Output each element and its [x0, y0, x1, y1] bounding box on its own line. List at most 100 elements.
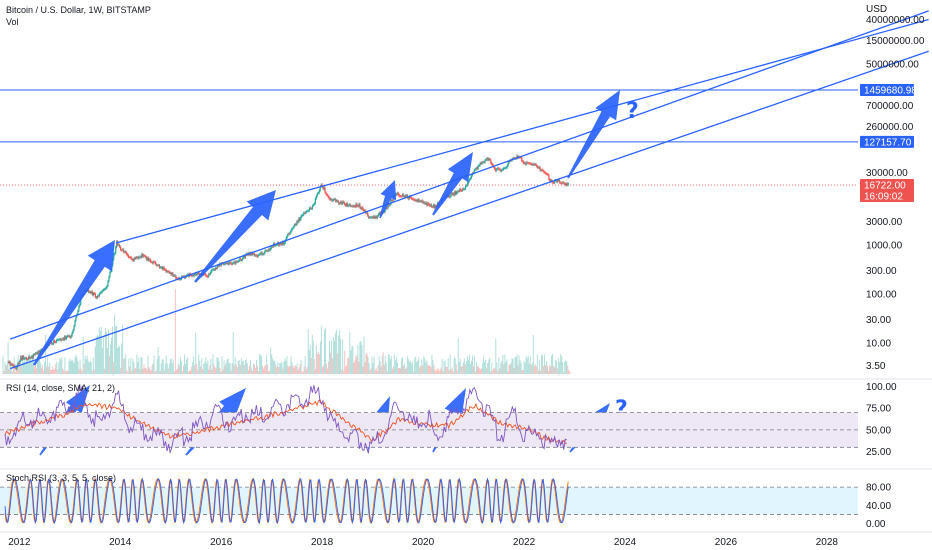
candle [546, 173, 548, 175]
volume-bar [135, 367, 137, 374]
candle [157, 265, 159, 266]
rsi-legend[interactable]: RSI (14, close, SMA, 21, 2) [6, 383, 116, 393]
candle [552, 181, 554, 183]
candle [350, 205, 352, 207]
volume-bar [444, 360, 446, 374]
volume-bar [115, 326, 117, 374]
candle [205, 274, 207, 276]
volume-bar [99, 331, 101, 374]
volume-bar [464, 364, 466, 374]
volume-bar [12, 368, 14, 374]
volume-bar [74, 357, 76, 374]
candle [452, 193, 454, 195]
symbol-legend[interactable]: Bitcoin / U.S. Dollar, 1W, BITSTAMP [6, 5, 151, 15]
candle [435, 205, 438, 207]
candle [334, 199, 336, 200]
candle [228, 263, 230, 265]
volume-bar [70, 360, 72, 374]
volume-bar [190, 370, 192, 374]
candle [426, 202, 428, 206]
volume-bar [515, 356, 517, 374]
volume-bar [112, 326, 114, 374]
volume-bar [107, 329, 109, 374]
volume-bar [411, 363, 413, 374]
volume-bar [365, 353, 367, 374]
volume-bar [68, 361, 70, 374]
volume-bar [504, 354, 506, 374]
candle [538, 166, 540, 168]
volume-bar [502, 355, 504, 374]
volume-bar [481, 368, 483, 374]
candle [311, 205, 314, 209]
volume-bar [285, 360, 287, 374]
candle [193, 274, 195, 276]
volume-bar [239, 364, 241, 374]
volume-bar [347, 358, 349, 374]
candle [36, 352, 38, 354]
price-tag-upper-bg [860, 83, 914, 96]
candle [97, 295, 99, 297]
volume-bar [521, 370, 523, 374]
stoch-rsi-legend[interactable]: Stoch RSI (3, 3, 5, 5, close) [6, 473, 117, 483]
candle [557, 180, 559, 182]
candle [397, 192, 399, 195]
volume-bar [398, 367, 400, 374]
volume-bar [243, 364, 245, 374]
candle [168, 271, 170, 273]
candle [204, 274, 206, 275]
volume-legend[interactable]: Vol [6, 17, 19, 27]
candle [535, 164, 537, 166]
candle [508, 161, 510, 163]
volume-bar [166, 363, 168, 374]
volume-bar [242, 360, 244, 374]
candle [419, 201, 421, 202]
candle [140, 256, 142, 258]
time-axis-label: 2024 [614, 537, 637, 548]
volume-bar [534, 364, 536, 374]
volume-bar [473, 355, 475, 374]
volume-bar [363, 336, 365, 374]
candle [423, 202, 425, 204]
candle [356, 203, 358, 207]
candle [20, 356, 22, 361]
candle [68, 335, 70, 337]
candle [378, 212, 380, 215]
candle [548, 174, 550, 180]
candle [539, 167, 541, 171]
volume-bar [272, 358, 274, 374]
volume-bar [138, 357, 140, 374]
volume-bar [197, 370, 199, 374]
volume-bar [265, 365, 267, 374]
candle [9, 362, 11, 365]
volume-bar [131, 370, 133, 374]
candle [340, 201, 343, 204]
candle [127, 255, 129, 258]
volume-bar [96, 334, 98, 374]
candle [107, 281, 109, 286]
candle [33, 354, 35, 356]
volume-bar [140, 357, 142, 374]
volume-bar [76, 357, 78, 374]
volume-bar [149, 369, 151, 374]
volume-bar [174, 289, 176, 374]
volume-bar [187, 357, 189, 374]
candle [495, 169, 498, 171]
volume-bar [459, 358, 461, 374]
volume-bar [316, 353, 318, 374]
candle [294, 224, 296, 226]
candle [531, 163, 534, 165]
volume-bar [479, 368, 481, 374]
volume-bar [568, 369, 570, 374]
volume-bar [192, 362, 194, 374]
candle [512, 158, 514, 160]
volume-bar [530, 365, 532, 374]
candle [125, 252, 127, 255]
volume-bar [522, 370, 524, 374]
candle [496, 168, 499, 170]
volume-bar [49, 362, 51, 374]
volume-bar [435, 371, 437, 374]
volume-bar [393, 354, 395, 374]
volume-bar [494, 368, 496, 374]
candle [379, 212, 381, 215]
